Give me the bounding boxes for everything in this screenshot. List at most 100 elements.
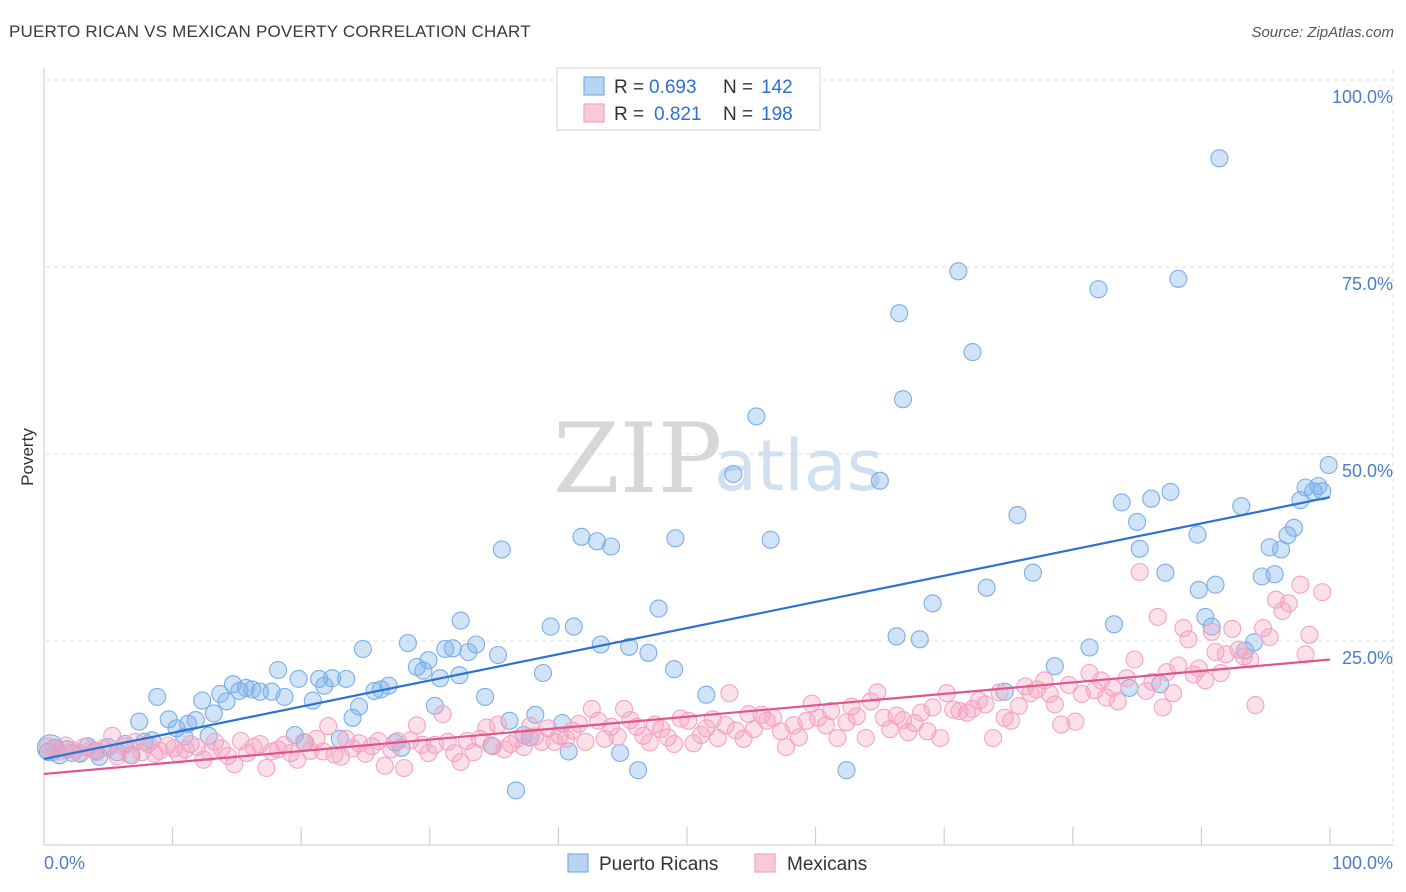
legend-r-label-2: R = <box>614 104 644 125</box>
mexicans-point <box>665 734 684 754</box>
mexicans-point <box>697 719 716 738</box>
bottom-legend-swatch-puerto-ricans <box>567 853 589 873</box>
legend-swatch-puerto-ricans <box>583 76 605 96</box>
puerto-ricans-point <box>1232 497 1251 516</box>
puerto-ricans-point <box>747 407 766 426</box>
mexicans-point <box>679 711 698 730</box>
mexicans-point <box>1260 628 1279 647</box>
puerto-ricans-point <box>620 637 639 656</box>
mexicans-point <box>1291 575 1310 594</box>
puerto-ricans-point <box>887 627 906 646</box>
puerto-ricans-point <box>724 464 743 484</box>
mexicans-point <box>375 756 394 775</box>
mexicans-point <box>1296 645 1315 664</box>
puerto-ricans-point <box>459 642 478 662</box>
puerto-ricans-point <box>1265 565 1284 584</box>
mexicans-point <box>1009 696 1028 715</box>
puerto-ricans-point <box>275 687 294 706</box>
puerto-ricans-point <box>1023 563 1042 582</box>
mexicans-point <box>1313 583 1332 602</box>
puerto-ricans-point <box>1045 657 1064 676</box>
mexicans-point <box>905 714 924 733</box>
puerto-ricans-point <box>353 639 372 659</box>
puerto-ricans-point <box>697 685 716 704</box>
puerto-ricans-trend-line <box>43 496 1331 761</box>
x-tick-label-0: 0.0% <box>44 853 85 873</box>
puerto-ricans-point <box>963 343 982 362</box>
mexicans-point <box>314 742 333 761</box>
mexicans-point <box>200 743 219 762</box>
puerto-ricans-point <box>419 651 438 670</box>
puerto-ricans-point <box>533 663 553 683</box>
puerto-ricans-point <box>890 304 909 323</box>
puerto-ricans-point <box>269 660 288 680</box>
puerto-ricans-point <box>236 678 255 697</box>
mexicans-point <box>976 695 995 714</box>
mexicans-point <box>1143 672 1162 691</box>
mexicans-point <box>1202 622 1221 641</box>
mexicans-point <box>944 700 963 719</box>
puerto-ricans-point <box>602 537 621 556</box>
x-tick-label-1: 100.0% <box>1332 853 1393 873</box>
mexicans-point <box>407 716 426 735</box>
mexicans-point <box>395 758 414 778</box>
mexicans-point <box>1052 715 1071 734</box>
puerto-ricans-point <box>893 390 913 409</box>
mexicans-point <box>1196 671 1215 690</box>
mexicans-point <box>1174 619 1193 638</box>
mexicans-point <box>1300 625 1319 644</box>
mexicans-point <box>1279 594 1298 613</box>
mexicans-point <box>744 720 763 739</box>
mexicans-point <box>121 746 140 765</box>
puerto-ricans-point <box>564 617 583 636</box>
puerto-ricans-point <box>315 676 334 695</box>
puerto-ricans-point <box>587 532 607 551</box>
legend-n-label-2: N = <box>723 104 753 125</box>
mexicans-point <box>1125 650 1144 669</box>
mexicans-point <box>108 746 127 766</box>
mexicans-point <box>912 703 931 722</box>
puerto-ricans-point <box>337 669 356 688</box>
trend-lines <box>43 496 1331 776</box>
mexicans-point <box>1066 712 1085 731</box>
legend-r-label-1: R = <box>614 77 644 98</box>
puerto-ricans-point <box>1202 617 1221 636</box>
puerto-ricans-point <box>666 529 685 548</box>
mexicans-point <box>205 732 225 751</box>
puerto-ricans-point <box>500 711 519 730</box>
puerto-ricans-point <box>837 761 856 780</box>
mexicans-point <box>451 752 470 772</box>
legend-n-label-1: N = <box>723 77 753 98</box>
legend-n-value-2: 198 <box>761 104 793 125</box>
mexicans-point <box>821 702 841 721</box>
mexicans-point <box>1211 663 1230 683</box>
puerto-ricans-point <box>1169 269 1188 288</box>
mexicans-point <box>433 705 452 724</box>
puerto-ricans-point <box>1008 506 1027 525</box>
mexicans-point <box>1137 681 1156 700</box>
mexicans-point <box>1148 607 1167 626</box>
axes <box>43 68 1393 846</box>
puerto-ricans-point <box>443 639 462 658</box>
mexicans-point <box>816 716 835 735</box>
puerto-ricans-point <box>1210 149 1229 168</box>
mexicans-point <box>1108 692 1127 711</box>
mexicans-trend-line <box>43 658 1331 776</box>
source-label: Source: ZipAtlas.com <box>1251 24 1394 41</box>
puerto-ricans-point <box>492 540 511 559</box>
puerto-ricans-point <box>289 669 308 688</box>
puerto-ricans-point <box>1319 455 1338 475</box>
puerto-ricans-point <box>488 645 508 665</box>
puerto-ricans-point <box>148 687 167 706</box>
mexicans-point <box>483 737 502 756</box>
mexicans-point <box>797 711 816 730</box>
mexicans-point <box>868 683 887 702</box>
puerto-ricans-point <box>1260 538 1279 557</box>
mexicans-point <box>1254 619 1273 638</box>
puerto-ricans-point <box>649 599 668 618</box>
mexicans-point <box>828 728 847 748</box>
mexicans-point <box>545 732 564 751</box>
puerto-ricans-point <box>398 633 417 653</box>
puerto-ricans-point <box>1284 518 1304 537</box>
legend-r-value-1: 0.693 <box>649 77 697 98</box>
